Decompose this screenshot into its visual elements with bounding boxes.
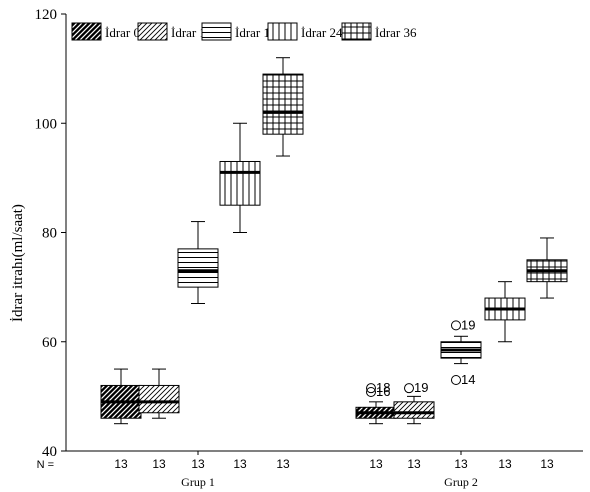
legend-item-i-drar-16: İdrar 16: [201, 22, 277, 41]
y-axis-label-group: İdrar itrahı(ml/saat): [10, 204, 26, 322]
legend-swatch: [341, 22, 372, 41]
outlier-point-18: [366, 383, 376, 394]
n-value: 13: [114, 457, 128, 471]
n-label: N =: [37, 459, 54, 471]
box-grup-1-i-drar-0: [100, 368, 142, 425]
n-value: 13: [369, 457, 383, 471]
n-value: 13: [407, 457, 421, 471]
legend-label: İdrar 0: [105, 25, 140, 40]
n-value: 13: [454, 457, 468, 471]
n-value: 13: [233, 457, 247, 471]
n-value: 13: [152, 457, 166, 471]
legend-label: İdrar 24: [301, 25, 343, 40]
outlier-label-14: 14: [461, 372, 475, 387]
legend-swatch: [267, 22, 298, 41]
y-tick-label-40: 40: [42, 444, 57, 460]
n-value: 13: [276, 457, 290, 471]
legend-label: İdrar 36: [375, 25, 417, 40]
box-iqr: [262, 73, 304, 135]
y-tick-label-60: 60: [42, 335, 57, 351]
n-labels: N = 13 13 13 13 13 13 13 13 13 13 Grup 1 Grup 2: [37, 451, 554, 489]
y-tick-label-100: 100: [35, 116, 58, 132]
box-iqr: [138, 384, 180, 414]
box-grup-1-i-drar-36: [262, 57, 304, 157]
y-ticks: 40 60 80 100 120: [35, 7, 66, 460]
legend-swatch: [201, 22, 232, 41]
box-iqr: [393, 401, 435, 419]
box-grup-2-i-drar-36: [526, 237, 568, 299]
outlier-point-19: [451, 320, 461, 331]
outlier-label-18: 18: [376, 380, 390, 395]
legend-swatch: [137, 22, 168, 41]
box-grup-2-i-drar-24: [484, 281, 526, 343]
group-label-grup-1: Grup 1: [181, 475, 215, 489]
n-value: 13: [540, 457, 554, 471]
legend-item-i-drar-0: İdrar 0: [71, 22, 140, 41]
outlier-label-16: 16: [376, 384, 390, 399]
legend-item-i-drar-36: İdrar 36: [341, 22, 417, 41]
legend: İdrar 0 İdrar 12 İdrar 16 İdrar 24 İdrar 36: [71, 22, 417, 41]
n-value: 13: [191, 457, 205, 471]
y-tick-label-80: 80: [42, 226, 57, 242]
outlier-point-19: [404, 383, 414, 394]
group-label-grup-2: Grup 2: [444, 475, 478, 489]
y-axis-label: İdrar itrahı(ml/saat): [10, 204, 26, 322]
legend-item-i-drar-12: İdrar 12: [137, 22, 213, 41]
n-value: 13: [498, 457, 512, 471]
box-grup-1-i-drar-24: [219, 122, 261, 233]
outlier-point-16: [366, 387, 376, 398]
box-iqr: [177, 248, 219, 288]
outlier-label-19: 19: [414, 380, 428, 395]
y-tick-label-120: 120: [35, 7, 58, 23]
box-iqr: [219, 160, 261, 206]
legend-swatch: [71, 22, 102, 41]
outlier-point-14: [451, 374, 461, 385]
box-grup-2-i-drar-12: 19: [393, 380, 435, 425]
outlier-label-19: 19: [461, 317, 475, 332]
box-grup-1-i-drar-12: [138, 368, 180, 419]
box-grup-1-i-drar-16: [177, 221, 219, 305]
legend-label: İdrar 16: [235, 25, 277, 40]
legend-item-i-drar-24: İdrar 24: [267, 22, 343, 41]
